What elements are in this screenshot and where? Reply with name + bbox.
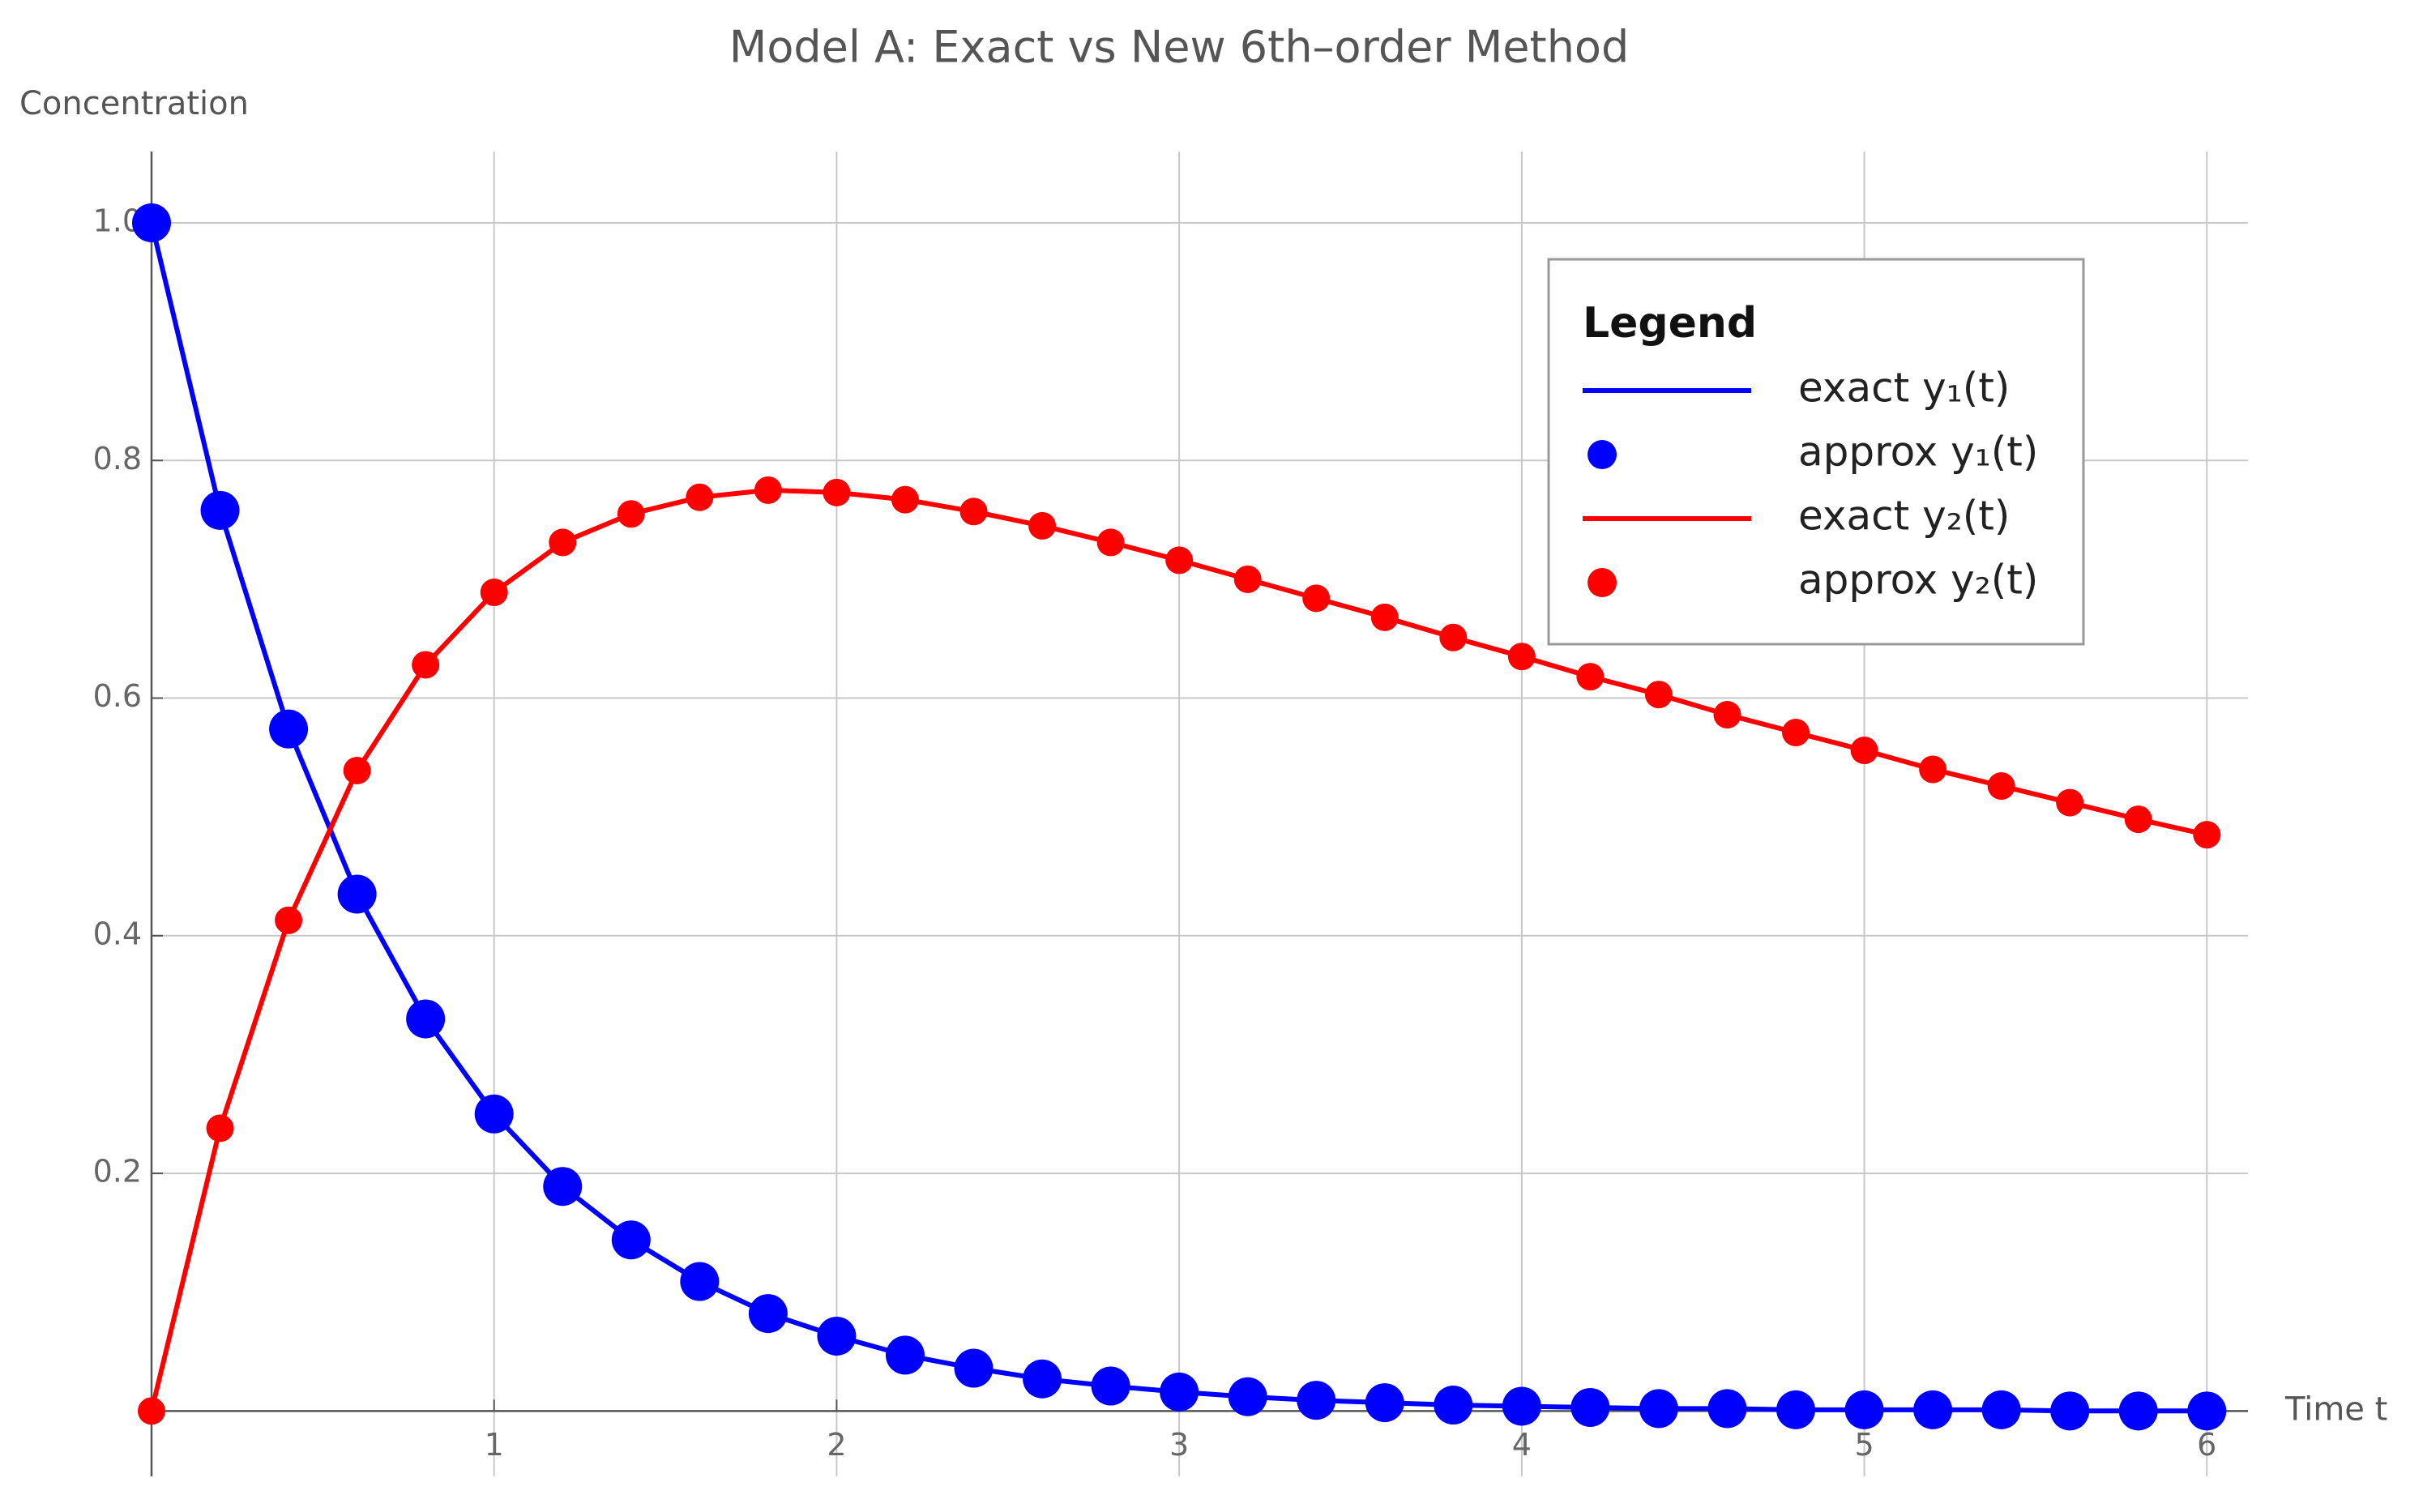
data-point [1919,755,1947,784]
data-point [959,498,988,526]
data-point [1913,1390,1953,1429]
data-point [206,1114,234,1143]
data-point [412,651,440,679]
legend-title: Legend [1583,299,1757,348]
data-point [200,490,240,530]
data-point [1502,1386,1541,1426]
data-point [1302,584,1331,613]
data-point [1091,1366,1130,1406]
data-point [823,478,851,506]
data-point [1160,1372,1199,1412]
y-axis-label: Concentration [19,85,249,122]
data-point [343,756,371,784]
legend-marker [1588,440,1617,469]
data-point [817,1316,857,1356]
data-point [1165,546,1194,574]
data-point [1639,1389,1678,1429]
data-point [1297,1381,1336,1420]
data-point [1570,1387,1610,1427]
legend-label: exact y₁(t) [1798,365,2010,412]
data-point [1987,772,2015,801]
data-point [1365,1383,1404,1423]
data-point [1644,681,1673,709]
legend-label: approx y₂(t) [1798,557,2038,604]
data-point [269,709,309,749]
data-point [686,483,714,511]
data-point [885,1335,925,1375]
y-tick-label: 0.2 [93,1154,142,1190]
data-point [2124,805,2152,834]
y-tick-label: 0.4 [93,916,142,951]
legend-box [1547,258,2085,646]
legend-marker [1588,568,1617,597]
data-point [1782,719,1810,747]
chart-title: Model A: Exact vs New 6th–order Method [729,22,1629,73]
data-point [2193,821,2221,849]
data-point [891,485,919,514]
data-point [748,1294,788,1334]
data-point [2187,1391,2227,1431]
data-point [2056,788,2084,817]
data-point [1228,1377,1267,1416]
data-point [1576,663,1605,691]
data-point [1507,643,1536,671]
data-point [2118,1391,2158,1431]
x-tick-label: 5 [1854,1427,1874,1463]
data-point [275,906,303,934]
data-point [1981,1390,2021,1429]
data-point [611,1220,651,1260]
data-point [954,1348,994,1388]
x-tick-label: 6 [2197,1427,2216,1463]
data-point [1028,511,1057,540]
data-point [1776,1390,1816,1429]
data-point [549,528,577,557]
data-point [754,476,782,504]
data-point [337,874,377,914]
data-point [617,500,645,528]
data-point [132,203,171,242]
data-point [2050,1391,2090,1431]
data-point [138,1397,165,1425]
data-point [1233,565,1262,593]
y-tick-label: 0.8 [93,441,142,476]
data-point [1370,603,1399,631]
data-point [1434,1386,1473,1425]
x-tick-label: 3 [1169,1427,1189,1463]
legend-label: approx y₁(t) [1798,429,2038,476]
data-point [680,1262,720,1301]
data-point [1707,1389,1747,1429]
data-point [480,579,508,607]
x-axis-label: Time t [2284,1390,2387,1428]
x-tick-label: 1 [485,1427,504,1463]
data-point [1713,701,1741,729]
y-tick-label: 0.6 [93,678,142,714]
data-point [474,1094,514,1134]
data-point [1439,623,1468,651]
data-point [1850,737,1878,765]
data-point [1844,1390,1884,1429]
x-tick-label: 2 [827,1427,846,1463]
data-point [1096,528,1125,557]
legend-label: exact y₂(t) [1798,493,2010,540]
data-point [406,999,446,1039]
data-point [1023,1359,1062,1399]
data-point [543,1167,583,1207]
x-tick-label: 4 [1512,1427,1532,1463]
